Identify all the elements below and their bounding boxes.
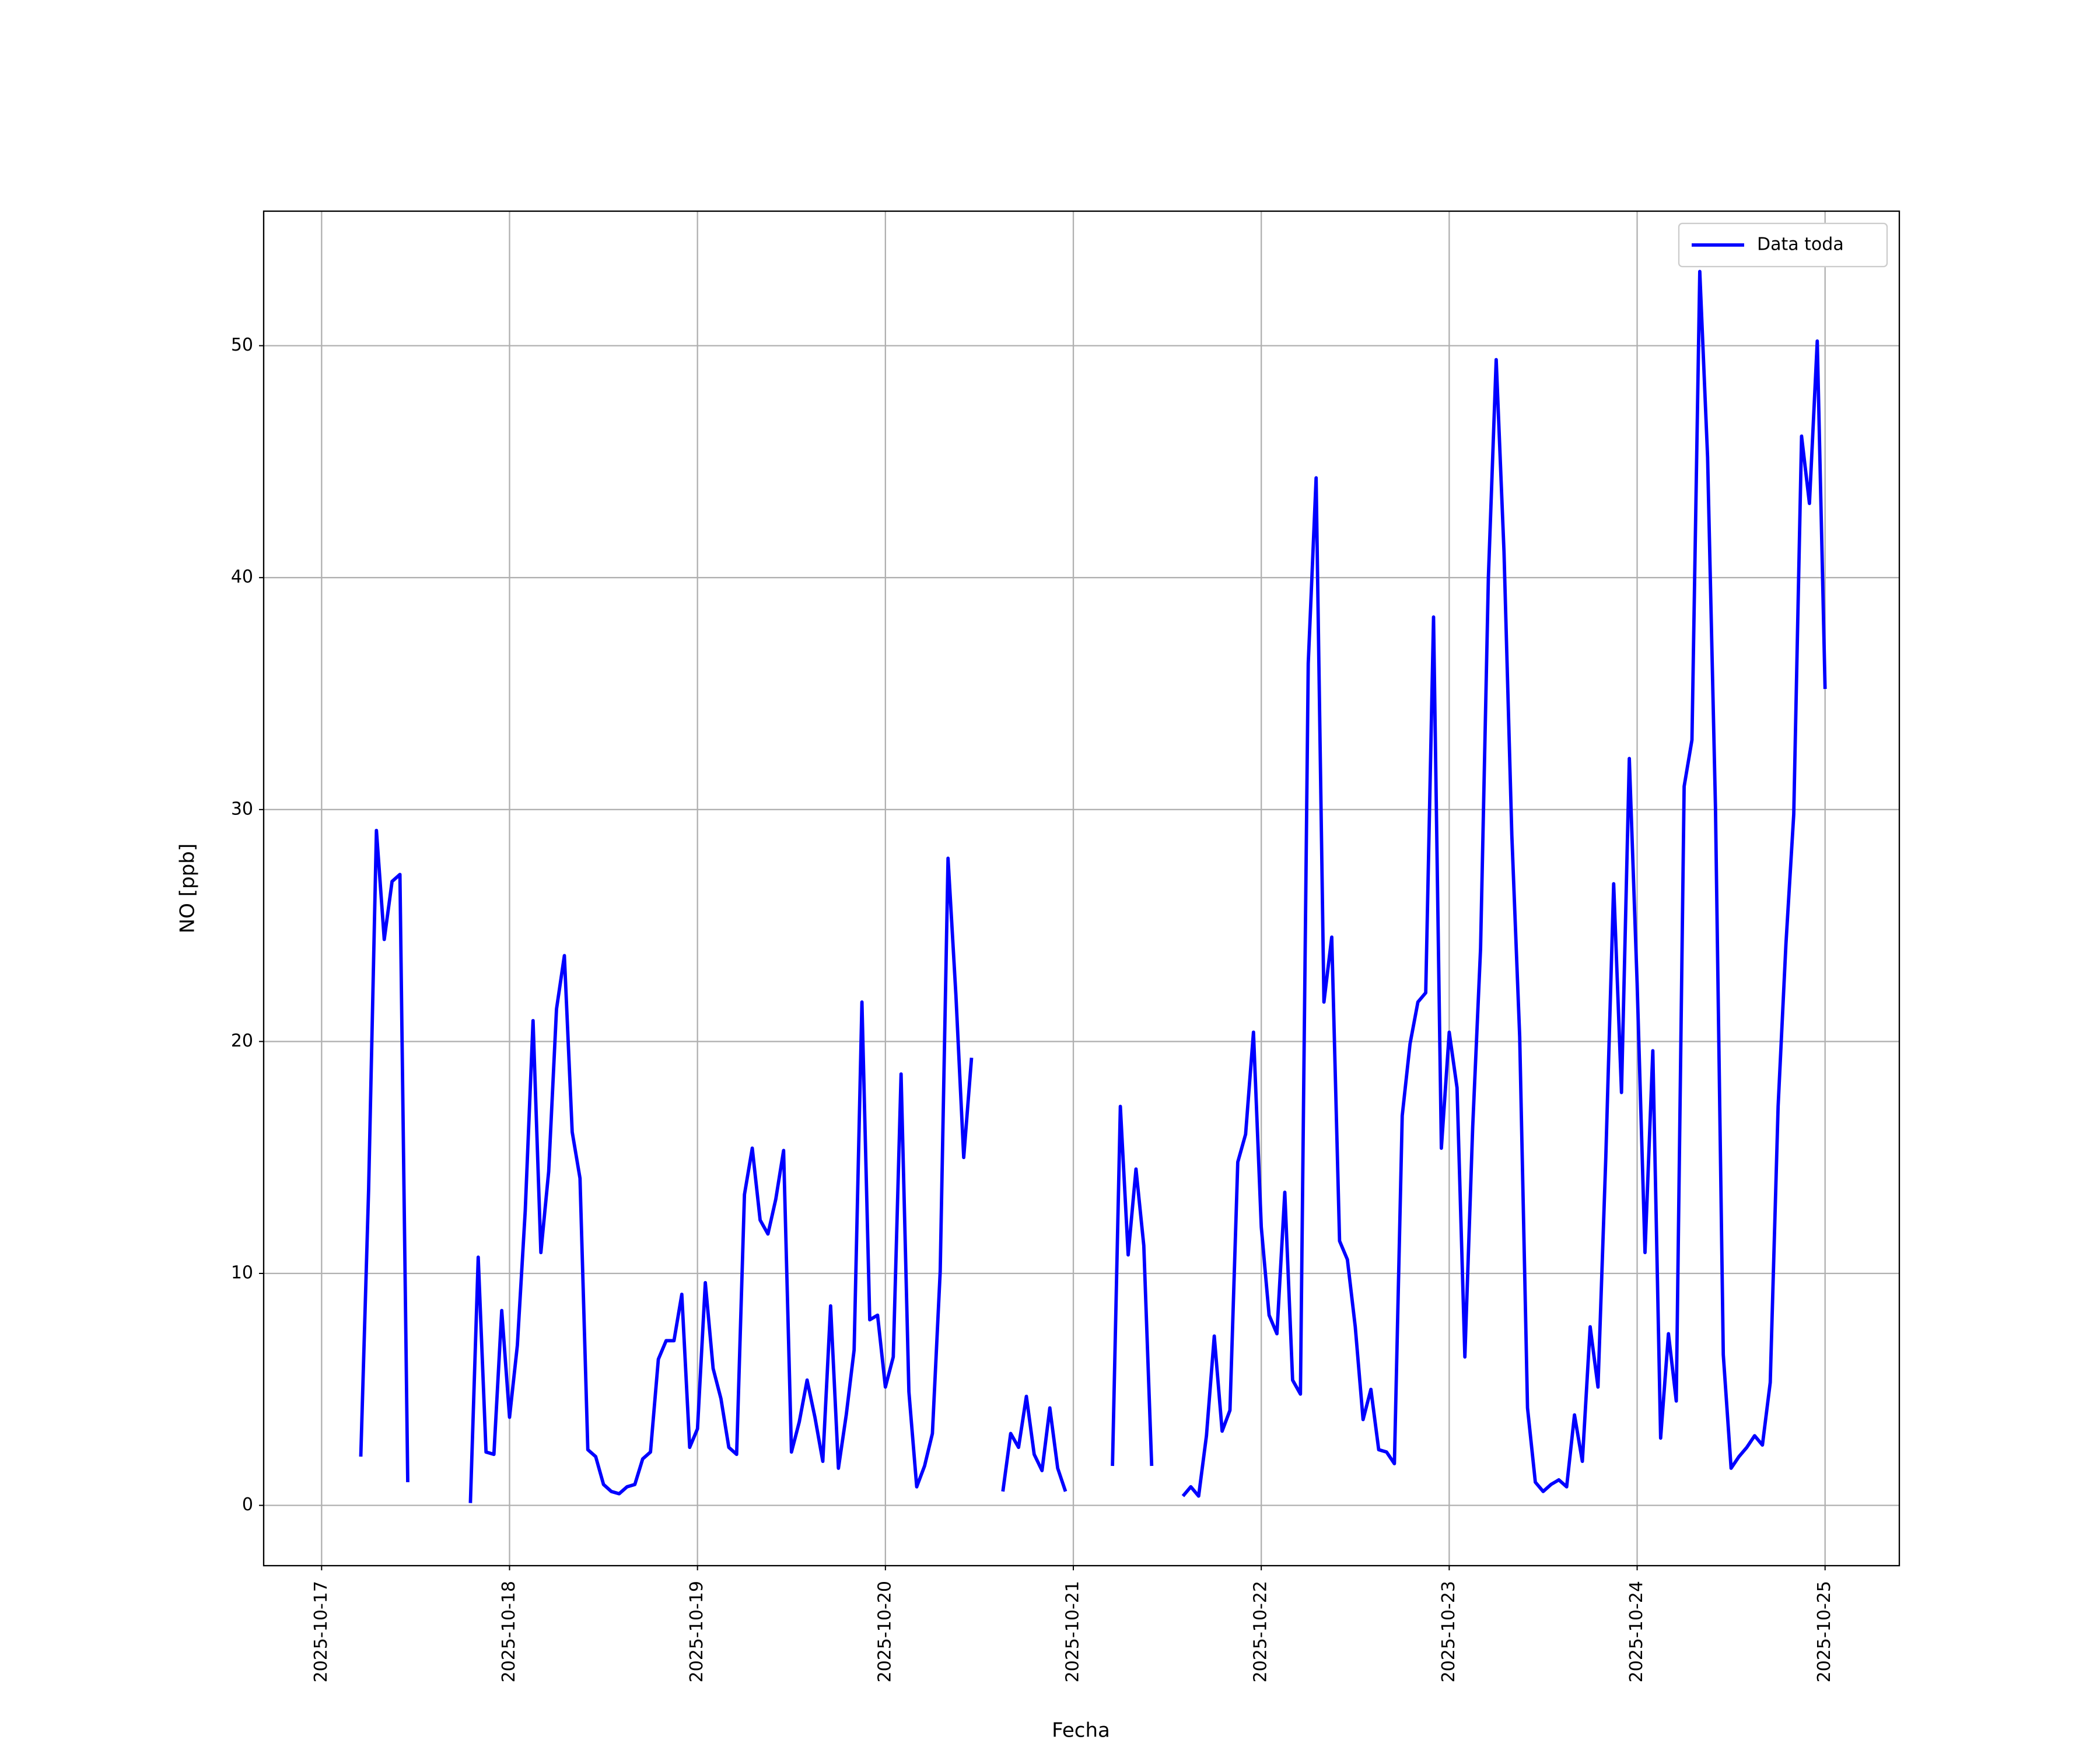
x-tick-label: 2025-10-19 <box>687 1581 707 1682</box>
x-tick-label: 2025-10-18 <box>499 1581 519 1682</box>
y-tick-label: 30 <box>231 799 253 819</box>
plot-frame <box>262 210 1901 1567</box>
y-tick-label: 40 <box>231 567 253 587</box>
x-tick-label: 2025-10-22 <box>1251 1581 1271 1682</box>
x-tick-label: 2025-10-21 <box>1063 1581 1083 1682</box>
x-tick-label: 2025-10-20 <box>874 1581 895 1682</box>
y-axis-label: NO [ppb] <box>176 844 200 933</box>
x-axis-label: Fecha <box>1052 1719 1110 1742</box>
y-tick-label: 20 <box>231 1031 253 1051</box>
data-line <box>359 270 1827 1503</box>
y-tick-label: 10 <box>231 1263 253 1283</box>
y-tick-label: 50 <box>231 335 253 355</box>
legend-box <box>1678 222 1888 268</box>
x-tick-label: 2025-10-24 <box>1626 1581 1647 1682</box>
x-tick-label: 2025-10-17 <box>311 1581 331 1682</box>
x-tick-label: 2025-10-25 <box>1814 1581 1835 1682</box>
y-tick-label: 0 <box>242 1494 253 1515</box>
x-tick-label: 2025-10-23 <box>1438 1581 1459 1682</box>
legend-label: Data toda <box>1757 235 1844 255</box>
